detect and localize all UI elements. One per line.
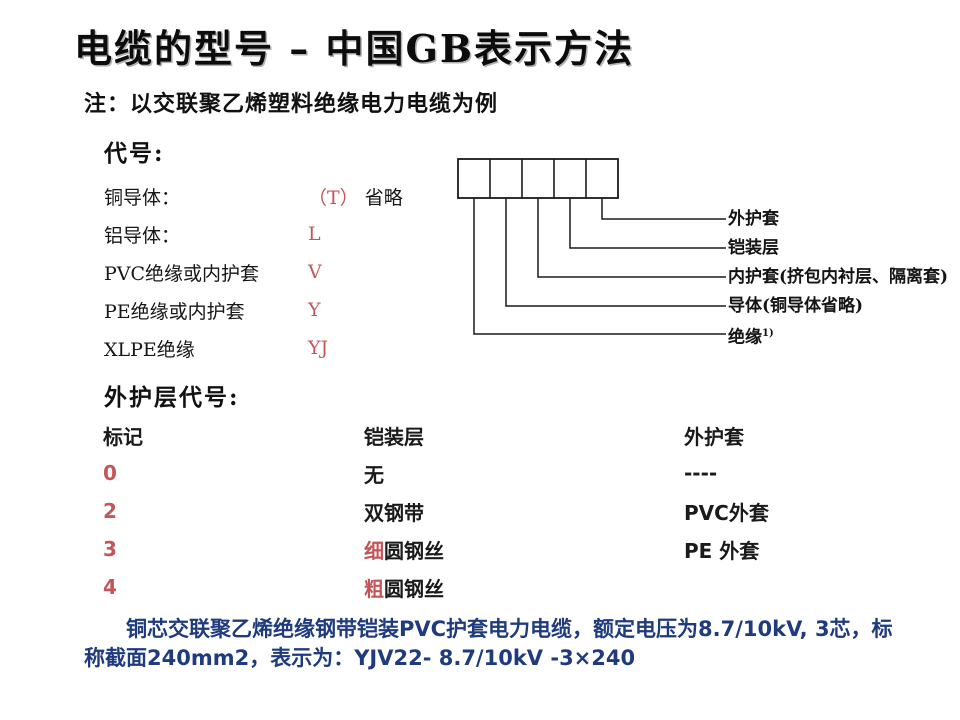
code-box xyxy=(457,158,619,199)
code-label: 铝导体： xyxy=(104,224,181,247)
connector-inner-sheath xyxy=(537,198,726,278)
diagram-label-insulation: 绝缘1) xyxy=(728,323,774,348)
footnote-mark: 1) xyxy=(762,328,774,339)
armor-red-part: 细 xyxy=(364,538,384,563)
codes-heading: 代号: xyxy=(104,140,165,167)
outer-cell: ---- xyxy=(684,461,718,485)
code-value: V xyxy=(308,261,322,283)
code-row-pvc: PVC绝缘或内护套 V xyxy=(104,253,403,291)
diagram-label-inner-sheath: 内护套(挤包内衬层、隔离套) xyxy=(728,267,949,287)
code-suffix: 省略 xyxy=(364,186,403,209)
armor-black-part: 圆钢丝 xyxy=(384,576,444,601)
outer-cell: PE 外套 xyxy=(684,538,760,563)
connector-insulation xyxy=(473,198,726,335)
col-header-armor: 铠装层 xyxy=(364,424,424,449)
code-value: Y xyxy=(308,299,321,321)
note-line: 注：以交联聚乙烯塑料绝缘电力电缆为例 xyxy=(84,91,499,117)
armor-cell: 双钢带 xyxy=(364,500,424,525)
sheath-heading: 外护层代号: xyxy=(104,384,240,411)
code-value: （T） xyxy=(308,186,359,209)
example-paragraph: 铜芯交联聚乙烯绝缘钢带铠装PVC护套电力电缆，额定电压为8.7/10kV, 3芯… xyxy=(84,617,893,670)
mark-cell: 3 xyxy=(103,537,117,561)
diagram-label-conductor: 导体(铜导体省略) xyxy=(728,296,864,316)
mark-cell: 2 xyxy=(103,499,117,523)
col-header-outer: 外护套 xyxy=(684,424,744,449)
diagram-label-armor: 铠装层 xyxy=(728,238,779,258)
armor-cell: 粗圆钢丝 xyxy=(364,573,684,602)
outer-cell: PVC外套 xyxy=(684,500,769,525)
connector-conductor xyxy=(505,198,726,307)
code-row-pe: PE绝缘或内护套 Y xyxy=(104,291,403,329)
code-value: YJ xyxy=(308,337,329,359)
code-label: PE绝缘或内护套 xyxy=(104,300,245,323)
mark-cell: 0 xyxy=(103,461,117,485)
code-label: XLPE绝缘 xyxy=(104,338,195,361)
code-label: PVC绝缘或内护套 xyxy=(104,262,260,285)
code-row-copper: 铜导体： （T） 省略 xyxy=(104,177,403,215)
connector-outer-sheath xyxy=(601,198,726,220)
armor-cell: 无 xyxy=(364,462,384,487)
code-row-aluminum: 铝导体： L xyxy=(104,215,403,253)
diagram-label-outer-sheath: 外护套 xyxy=(728,209,779,229)
code-label: 铜导体： xyxy=(104,186,181,209)
armor-black-part: 圆钢丝 xyxy=(384,538,444,563)
page-title: 电缆的型号 – 中国GB表示方法 xyxy=(74,26,635,71)
col-header-mark: 标记 xyxy=(103,424,143,449)
diagram-lines xyxy=(457,158,726,335)
armor-red-part: 粗 xyxy=(364,576,384,601)
cable-code-diagram: 外护套 铠装层 内护套(挤包内衬层、隔离套) 导体(铜导体省略) 绝缘1) xyxy=(455,155,955,355)
insulation-text: 绝缘 xyxy=(728,327,762,348)
code-value: L xyxy=(308,223,321,245)
code-row-xlpe: XLPE绝缘 YJ xyxy=(104,329,403,367)
sheath-code-table: 标记 铠装层 外护套 0 无 ---- 2 双钢带 PVC外套 3 细圆钢丝 P… xyxy=(103,416,903,606)
code-list: 铜导体： （T） 省略 铝导体： L PVC绝缘或内护套 V PE绝缘或内护套 … xyxy=(104,177,403,367)
connector-armor xyxy=(569,198,726,249)
armor-cell: 细圆钢丝 xyxy=(364,535,684,564)
mark-cell: 4 xyxy=(103,575,117,599)
